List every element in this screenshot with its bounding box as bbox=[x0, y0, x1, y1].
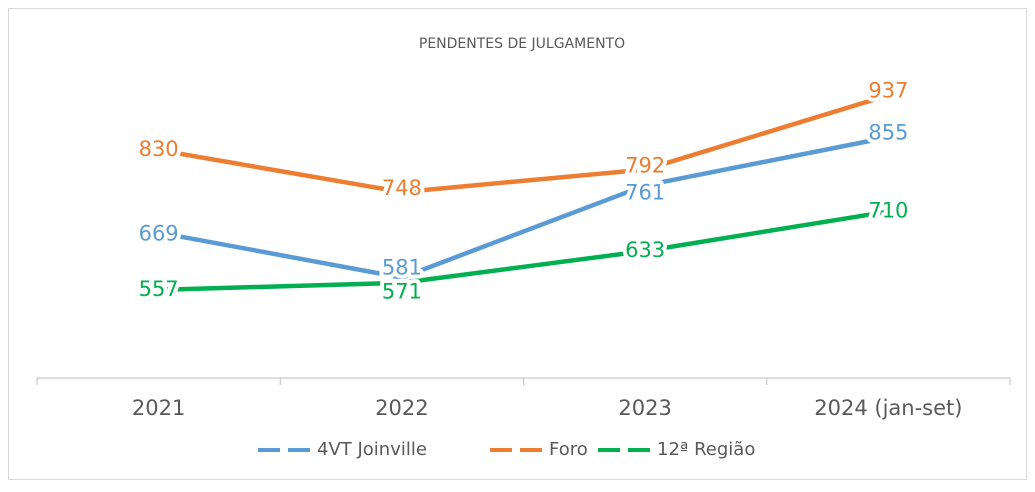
x-tick-label: 2021 bbox=[132, 396, 185, 420]
data-label: 748 bbox=[382, 176, 422, 200]
data-label: 633 bbox=[625, 238, 665, 262]
x-tick-label: 2022 bbox=[375, 396, 428, 420]
chart-title: PENDENTES DE JULGAMENTO bbox=[419, 36, 625, 52]
data-label: 830 bbox=[139, 137, 179, 161]
chart-frame bbox=[8, 8, 1027, 480]
legend-label: 12ª Região bbox=[657, 439, 755, 460]
data-label: 571 bbox=[382, 280, 422, 304]
data-label: 937 bbox=[868, 78, 908, 102]
legend-label: 4VT Joinville bbox=[317, 439, 427, 460]
data-label: 761 bbox=[625, 180, 665, 204]
data-label: 557 bbox=[139, 277, 179, 301]
data-label: 669 bbox=[139, 222, 179, 246]
series-line bbox=[158, 135, 889, 280]
data-label: 855 bbox=[868, 120, 908, 144]
legend-label: Foro bbox=[549, 439, 588, 460]
legend: 4VT Joinville Foro 12ª Região bbox=[258, 439, 755, 460]
data-label: 581 bbox=[382, 256, 422, 280]
series-line bbox=[158, 93, 890, 195]
x-tick-label: 2023 bbox=[618, 396, 671, 420]
data-label: 710 bbox=[868, 199, 908, 223]
x-tick-label: 2024 (jan-set) bbox=[814, 396, 962, 420]
series-line bbox=[158, 209, 889, 293]
data-label: 792 bbox=[625, 154, 665, 178]
